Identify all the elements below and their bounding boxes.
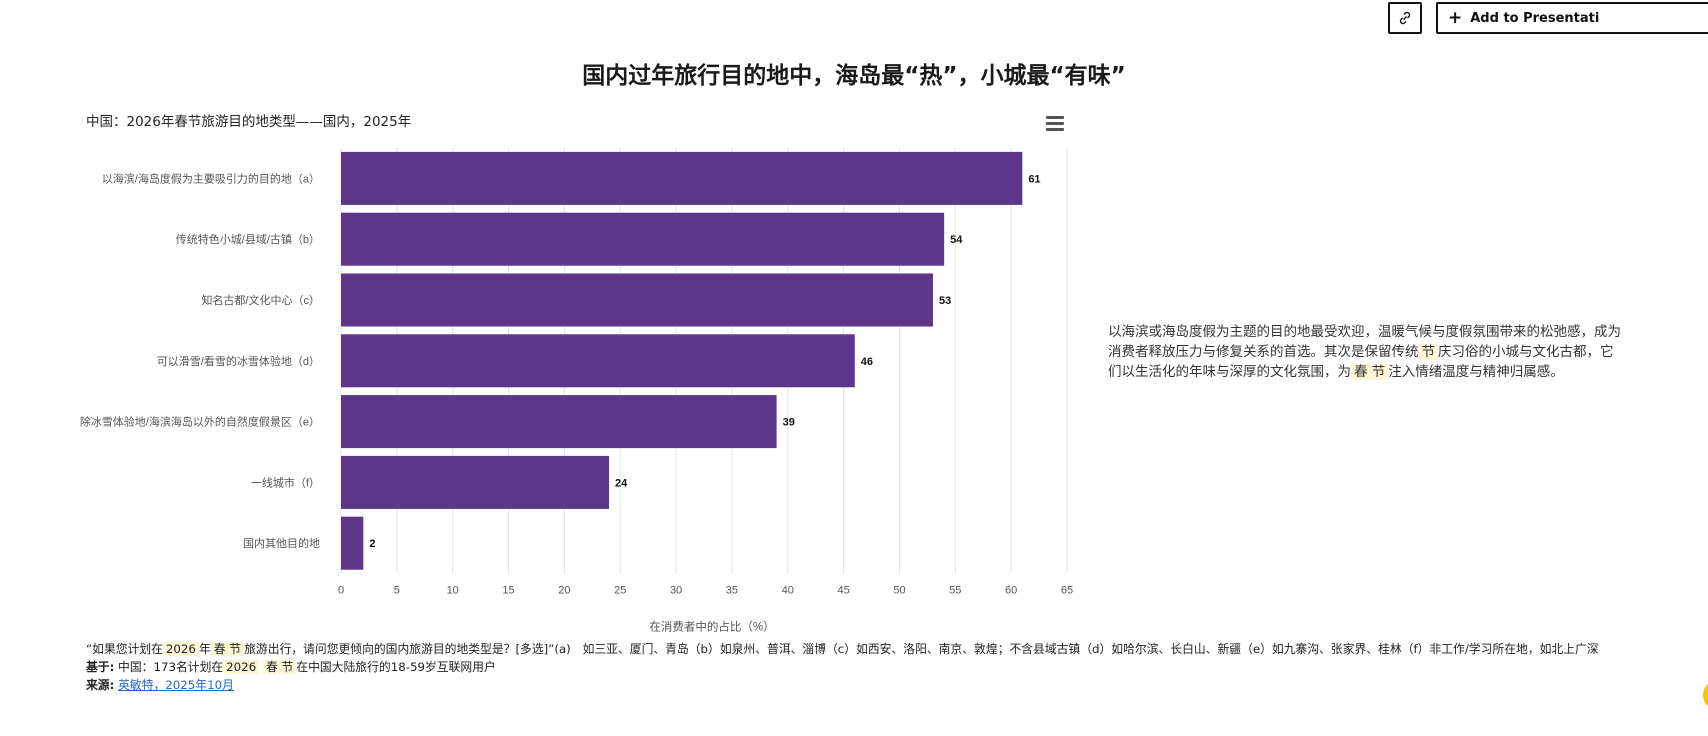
source-note: 来源: 英敏特，2025年10月 xyxy=(86,676,1626,694)
side-note-text-2: 庆习俗的小城与文化古都，它们以生活化的年味与深厚的文化氛围，为 xyxy=(1108,344,1614,380)
question-highlight-year: 2026 xyxy=(162,642,199,656)
x-tick-label: 45 xyxy=(837,585,849,597)
x-tick-label: 10 xyxy=(447,585,459,597)
x-tick-label: 30 xyxy=(670,585,682,597)
category-label: 可以滑雪/看雪的冰雪体验地（d） xyxy=(157,354,320,368)
x-tick-label: 20 xyxy=(558,585,570,597)
x-tick-label: 40 xyxy=(782,585,794,597)
bar-value-label: 46 xyxy=(861,356,873,368)
survey-question: “如果您计划在 2026 年春 节旅游出行，请问您更倾向的国内旅游目的地类型是？[多… xyxy=(86,640,1626,658)
bar xyxy=(341,334,855,388)
link-icon xyxy=(1399,11,1411,25)
category-label: 以海滨/海岛度假为主要吸引力的目的地（a） xyxy=(102,171,320,185)
base-text-1: 中国：173名计划在 xyxy=(114,660,224,674)
side-note: 以海滨或海岛度假为主题的目的地最受欢迎，温暖气候与度假氛围带来的松弛感，成为消费… xyxy=(1108,322,1623,382)
category-label: 知名古都/文化中心（c） xyxy=(201,293,320,307)
category-label: 国内其他目的地 xyxy=(243,536,320,550)
x-axis-title: 在消费者中的占比（%） xyxy=(649,620,774,634)
source-link[interactable]: 英敏特，2025年10月 xyxy=(118,678,234,692)
bar-value-label: 24 xyxy=(615,477,628,489)
x-tick-label: 0 xyxy=(338,585,344,597)
base-highlight-festival: 春 节 xyxy=(262,660,297,674)
side-note-highlight-1: 节 xyxy=(1418,344,1438,360)
add-to-presentation-button[interactable]: + Add to Presentati xyxy=(1436,2,1708,34)
x-tick-label: 65 xyxy=(1061,585,1073,597)
add-to-presentation-label: Add to Presentati xyxy=(1470,10,1600,26)
bar-value-label: 2 xyxy=(369,538,375,550)
x-tick-label: 55 xyxy=(949,585,961,597)
base-note: 基于: 中国：173名计划在 2026 春 节在中国大陆旅行的18-59岁互联网用… xyxy=(86,658,1626,676)
x-tick-label: 5 xyxy=(394,585,400,597)
bar-value-label: 61 xyxy=(1028,173,1040,185)
x-tick-label: 35 xyxy=(726,585,738,597)
x-tick-label: 50 xyxy=(893,585,905,597)
chart-footer: “如果您计划在 2026 年春 节旅游出行，请问您更倾向的国内旅游目的地类型是？[多… xyxy=(86,640,1626,694)
x-tick-label: 25 xyxy=(614,585,626,597)
bar-chart: 0 5 10 15 20 25 30 35 40 45 50 55 60 65 61 以海滨/海岛度假为主要吸… xyxy=(80,148,1073,634)
bar xyxy=(341,516,364,570)
question-highlight-festival: 春 节 xyxy=(210,642,245,656)
bar xyxy=(341,395,777,449)
base-highlight-year: 2026 xyxy=(223,660,260,674)
bar-value-label: 39 xyxy=(783,417,795,429)
source-label: 来源: xyxy=(86,678,115,692)
question-text-2: 年 xyxy=(198,642,211,656)
chat-widget-button[interactable] xyxy=(1703,680,1708,710)
hamburger-menu-icon[interactable] xyxy=(1046,116,1064,131)
bar xyxy=(341,273,933,327)
bar-value-label: 54 xyxy=(950,234,963,246)
x-tick-label: 15 xyxy=(502,585,514,597)
chart-subtitle: 中国：2026年春节旅游目的地类型——国内，2025年 xyxy=(86,114,412,130)
toolbar: + Add to Presentati xyxy=(1388,0,1708,40)
copy-link-button[interactable] xyxy=(1388,2,1422,34)
bar xyxy=(341,212,945,266)
question-text-3: 旅游出行，请问您更倾向的国内旅游目的地类型是？[多选]”(a) 如三亚、厦门、青… xyxy=(244,642,1599,656)
side-note-highlight-2: 春 节 xyxy=(1351,364,1389,380)
category-label: 一线城市（f） xyxy=(251,475,320,489)
page-title: 国内过年旅行目的地中，海岛最“热”，小城最“有味” xyxy=(582,63,1126,89)
bar xyxy=(341,455,610,509)
category-label: 除冰雪体验地/海滨海岛以外的自然度假景区（e） xyxy=(80,415,320,429)
base-text-2: 在中国大陆旅行的18-59岁互联网用户 xyxy=(296,660,496,674)
question-text-1: “如果您计划在 xyxy=(86,642,163,656)
side-note-text-1: 以海滨或海岛度假为主题的目的地最受欢迎，温暖气候与度假氛围带来的松弛感，成为消费… xyxy=(1108,324,1621,360)
category-label: 传统特色小城/县域/古镇（b） xyxy=(176,232,320,246)
base-label: 基于: xyxy=(86,660,115,674)
plus-icon: + xyxy=(1448,8,1463,28)
x-tick-label: 60 xyxy=(1005,585,1017,597)
bar xyxy=(341,151,1023,205)
bar-value-label: 53 xyxy=(939,295,951,307)
side-note-text-3: 注入情绪温度与精神归属感。 xyxy=(1388,364,1564,380)
